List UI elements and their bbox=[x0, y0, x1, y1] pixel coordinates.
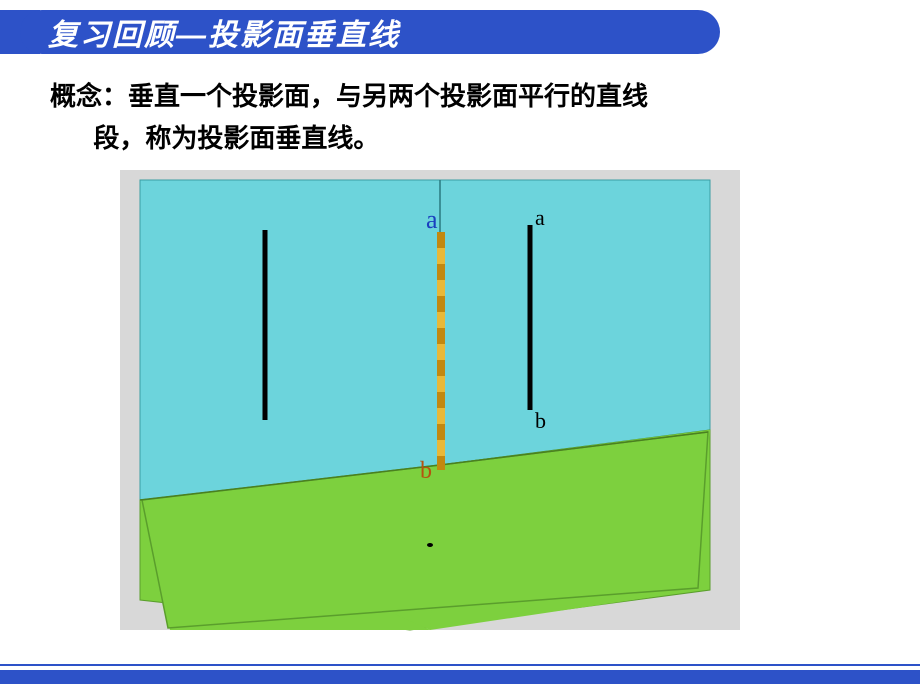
segment-label-a: a bbox=[426, 205, 438, 234]
footer-line bbox=[0, 664, 920, 666]
w-proj-label-b: b bbox=[535, 408, 546, 433]
w-proj-label-a: a bbox=[535, 205, 545, 230]
segment-label-b: b bbox=[420, 458, 432, 484]
h-projection-point bbox=[427, 543, 433, 547]
diagram-3d-projection: a b a b bbox=[120, 170, 770, 650]
concept-line2: 段，称为投影面垂直线。 bbox=[93, 123, 379, 153]
concept-text: 概念：垂直一个投影面，与另两个投影面平行的直线 段，称为投影面垂直线。 bbox=[50, 76, 648, 159]
footer-bar bbox=[0, 670, 920, 684]
concept-line1: 垂直一个投影面，与另两个投影面平行的直线 bbox=[128, 81, 648, 111]
header-bar: 复习回顾—投影面垂直线 bbox=[20, 10, 720, 54]
line-segment-main bbox=[437, 232, 445, 470]
header-title: 复习回顾—投影面垂直线 bbox=[48, 10, 400, 54]
v-plane bbox=[140, 180, 440, 500]
concept-label: 概念： bbox=[50, 81, 128, 111]
w-plane bbox=[440, 180, 710, 465]
